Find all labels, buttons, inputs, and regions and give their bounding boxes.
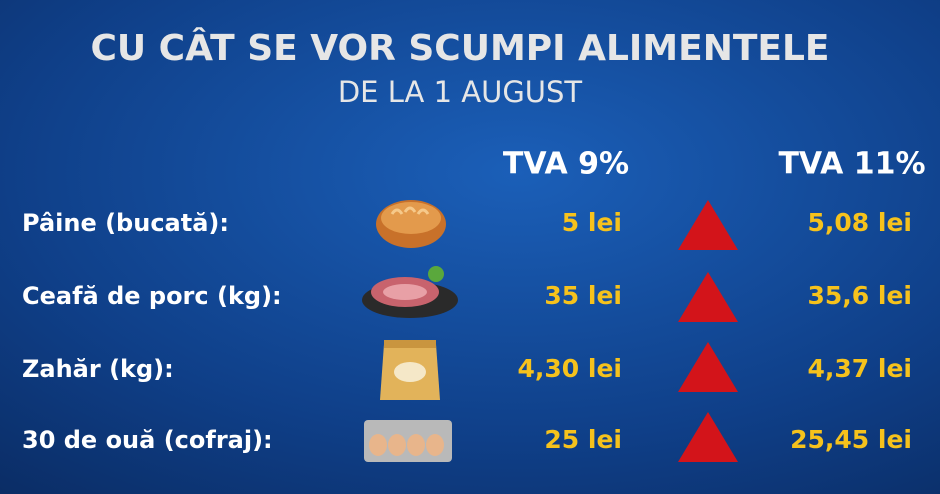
row-label: Pâine (bucată): [22, 209, 229, 237]
row-label: Zahăr (kg): [22, 355, 174, 383]
meat-icon [362, 266, 458, 318]
up-triangle [678, 342, 738, 392]
row-label: 30 de ouă (cofraj): [22, 426, 273, 454]
up-triangle [678, 412, 738, 462]
price-vat9: 4,30 lei [518, 354, 622, 383]
price-vat11: 25,45 lei [790, 425, 912, 454]
price-vat11: 4,37 lei [808, 354, 912, 383]
bread-icon [376, 200, 446, 248]
column-header: TVA 11% [778, 147, 925, 182]
column-header: TVA 9% [503, 147, 629, 182]
price-vat11: 5,08 lei [808, 208, 912, 237]
eggs-icon [364, 420, 452, 462]
up-triangle [678, 272, 738, 322]
rows: Pâine (bucată): 5 lei 5,08 lei Ceafă de por… [22, 208, 912, 454]
increase-arrows [678, 200, 738, 462]
price-vat11: 35,6 lei [808, 281, 912, 310]
up-triangle [678, 200, 738, 250]
row-label: Ceafă de porc (kg): [22, 282, 282, 310]
price-vat9: 5 lei [562, 208, 622, 237]
subtitle: DE LA 1 AUGUST [338, 75, 583, 109]
sugar-icon [380, 340, 440, 400]
title: CU CÂT SE VOR SCUMPI ALIMENTELE [90, 27, 829, 69]
price-vat9: 25 lei [544, 425, 622, 454]
price-vat9: 35 lei [544, 281, 622, 310]
